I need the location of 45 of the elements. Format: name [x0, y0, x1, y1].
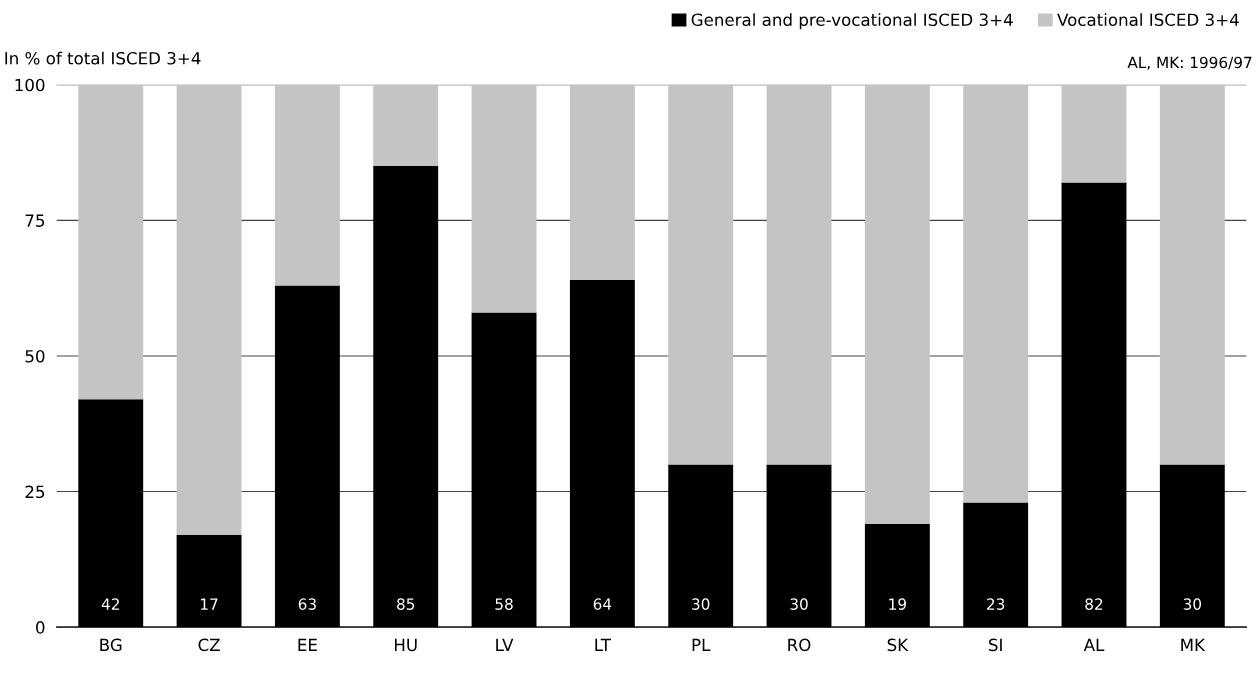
x-tick-label: MK: [1181, 638, 1206, 651]
bar: [1061, 84, 1127, 183]
bar: [274, 84, 340, 286]
x-tick-label: PL: [692, 638, 711, 651]
data-label: 17: [201, 598, 218, 610]
legend-label: General and pre-vocational ISCED 3+4: [691, 13, 1013, 30]
x-tick-label: BG: [100, 638, 122, 652]
data-label: 64: [593, 598, 612, 610]
bar: [176, 84, 242, 535]
data-label: 30: [692, 598, 710, 610]
legend-label: Vocational ISCED 3+4: [1057, 13, 1239, 27]
bar: [668, 84, 734, 465]
data-label: 58: [495, 598, 513, 610]
data-label: 30: [1183, 598, 1202, 610]
y-axis-title: In % of total ISCED 3+4: [5, 51, 201, 65]
bar: [963, 84, 1029, 503]
data-label: 30: [790, 598, 808, 610]
x-tick-label: SK: [887, 638, 909, 652]
x-tick-label: LV: [496, 638, 514, 651]
bar: [766, 84, 832, 465]
bar: [569, 84, 635, 281]
x-tick-label: CZ: [198, 638, 220, 652]
x-tick-label: RO: [788, 638, 811, 652]
y-tick-label: 100: [15, 78, 45, 92]
data-label: 82: [1085, 598, 1103, 610]
bar: [1159, 84, 1225, 465]
data-label: 85: [397, 598, 415, 610]
x-tick-label: HU: [394, 638, 417, 652]
data-label: 42: [101, 598, 119, 610]
x-tick-label: SI: [989, 638, 1002, 652]
y-tick-label: 25: [25, 485, 45, 499]
x-tick-label: AL: [1083, 638, 1105, 651]
bar: [864, 84, 930, 525]
data-label: 19: [889, 598, 906, 610]
bar: [471, 84, 537, 313]
y-tick-label: 75: [25, 214, 45, 227]
x-tick-label: LT: [595, 638, 611, 651]
data-label: 63: [298, 598, 316, 610]
text: AL, MK: 1996/97: [1127, 56, 1252, 70]
data-label: 23: [987, 598, 1005, 610]
x-tick-label: EE: [298, 638, 317, 651]
y-tick-label: 50: [25, 349, 45, 363]
bar: [78, 84, 144, 400]
y-tick-label: 0: [36, 621, 45, 634]
bar: [373, 84, 439, 167]
